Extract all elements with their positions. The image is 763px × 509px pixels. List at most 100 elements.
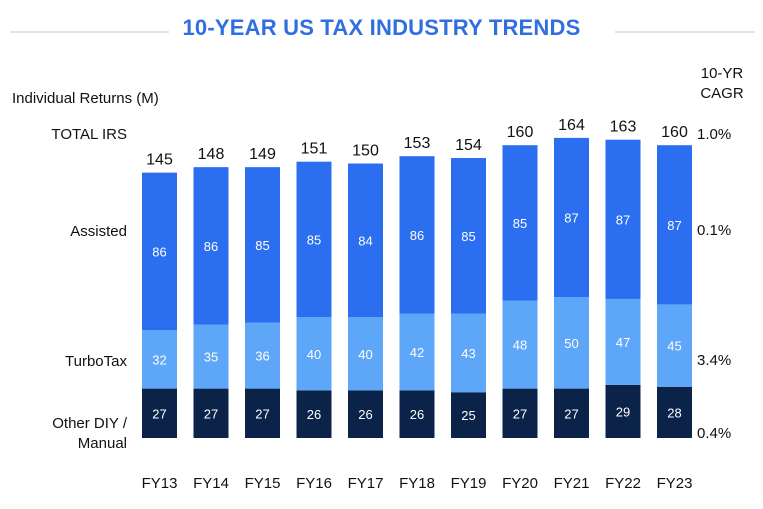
bar-assisted-fy23 <box>657 145 692 305</box>
data-label-other-fy23: 28 <box>667 405 681 420</box>
x-tick-label-fy13: FY13 <box>142 475 178 492</box>
data-label-assisted-fy20: 85 <box>513 216 527 231</box>
total-label-fy18: 153 <box>404 135 431 152</box>
bar-turbotax-fy13 <box>142 330 177 389</box>
data-label-assisted-fy15: 85 <box>255 238 269 253</box>
data-label-other-fy15: 27 <box>255 406 269 421</box>
total-label-fy15: 149 <box>249 146 276 163</box>
data-label-assisted-fy19: 85 <box>461 229 475 244</box>
bar-assisted-fy18 <box>399 156 435 314</box>
row-label-total: TOTAL IRS <box>51 126 127 143</box>
total-label-fy14: 148 <box>198 146 225 163</box>
bar-other-fy13 <box>142 388 177 438</box>
bar-turbotax-fy15 <box>245 322 280 389</box>
data-label-assisted-fy14: 86 <box>204 239 218 254</box>
bar-other-fy18 <box>399 390 435 438</box>
bar-assisted-fy21 <box>554 137 589 298</box>
bar-turbotax-fy17 <box>348 317 383 391</box>
data-label-turbotax-fy22: 47 <box>616 335 630 350</box>
data-label-assisted-fy18: 86 <box>410 228 424 243</box>
data-label-other-fy21: 27 <box>564 406 578 421</box>
data-label-other-fy19: 25 <box>461 408 475 423</box>
bar-turbotax-fy18 <box>399 313 435 391</box>
x-tick-label-fy18: FY18 <box>399 475 435 492</box>
data-label-other-fy20: 27 <box>513 406 527 421</box>
bar-turbotax-fy14 <box>193 324 229 389</box>
x-tick-label-fy19: FY19 <box>451 475 487 492</box>
x-tick-label-fy22: FY22 <box>605 475 641 492</box>
data-label-other-fy16: 26 <box>307 407 321 422</box>
bar-other-fy15 <box>245 388 280 438</box>
total-label-fy22: 163 <box>610 119 637 136</box>
cagr-turbotax: 3.4% <box>697 352 732 369</box>
cagr-header-line1: 10-YR <box>700 65 744 82</box>
bar-assisted-fy19 <box>451 158 486 314</box>
total-label-fy20: 160 <box>507 124 534 141</box>
chart-title: 10-YEAR US TAX INDUSTRY TRENDS <box>0 15 763 41</box>
bar-assisted-fy22 <box>605 139 641 299</box>
data-label-other-fy13: 27 <box>152 406 166 421</box>
data-label-assisted-fy16: 85 <box>307 232 321 247</box>
bar-other-fy17 <box>348 390 383 438</box>
x-tick-label-fy16: FY16 <box>296 475 332 492</box>
data-label-other-fy14: 27 <box>204 406 218 421</box>
data-label-turbotax-fy23: 45 <box>667 339 681 354</box>
bar-other-fy19 <box>451 392 486 438</box>
data-label-assisted-fy23: 87 <box>667 218 681 233</box>
bar-turbotax-fy22 <box>605 298 641 385</box>
x-tick-label-fy20: FY20 <box>502 475 538 492</box>
data-label-turbotax-fy17: 40 <box>358 347 372 362</box>
data-label-other-fy17: 26 <box>358 407 372 422</box>
bar-other-fy16 <box>296 390 332 438</box>
row-label-assisted: Assisted <box>70 223 127 240</box>
data-label-assisted-fy21: 87 <box>564 210 578 225</box>
data-label-turbotax-fy14: 35 <box>204 350 218 365</box>
row-label-other-line2: Manual <box>77 435 127 452</box>
title-rule-right <box>615 31 755 33</box>
bar-turbotax-fy20 <box>502 300 538 389</box>
bar-other-fy23 <box>657 386 692 438</box>
cagr-header-line2: CAGR <box>700 85 744 102</box>
bar-turbotax-fy21 <box>554 297 589 389</box>
bar-other-fy20 <box>502 388 538 438</box>
bar-assisted-fy17 <box>348 163 383 318</box>
total-label-fy19: 154 <box>455 137 482 154</box>
x-tick-label-fy21: FY21 <box>554 475 590 492</box>
x-tick-label-fy15: FY15 <box>245 475 281 492</box>
total-label-fy17: 150 <box>352 143 379 160</box>
data-label-other-fy22: 29 <box>616 404 630 419</box>
bar-assisted-fy20 <box>502 145 538 301</box>
bar-assisted-fy13 <box>142 172 177 331</box>
data-label-turbotax-fy13: 32 <box>152 352 166 367</box>
data-label-turbotax-fy20: 48 <box>513 338 527 353</box>
x-tick-label-fy14: FY14 <box>193 475 229 492</box>
bar-turbotax-fy16 <box>296 317 332 391</box>
cagr-total: 1.0% <box>697 126 732 143</box>
title-area: 10-YEAR US TAX INDUSTRY TRENDS <box>0 0 763 60</box>
bar-other-fy21 <box>554 388 589 438</box>
bar-turbotax-fy19 <box>451 313 486 393</box>
bar-assisted-fy16 <box>296 161 332 318</box>
data-label-turbotax-fy18: 42 <box>410 345 424 360</box>
row-label-other: Other DIY / Manual <box>52 414 127 454</box>
data-label-turbotax-fy19: 43 <box>461 346 475 361</box>
data-label-turbotax-fy16: 40 <box>307 347 321 362</box>
bar-other-fy14 <box>193 388 229 438</box>
x-tick-label-fy17: FY17 <box>348 475 384 492</box>
total-label-fy16: 151 <box>301 141 328 158</box>
title-rule-left <box>10 31 190 33</box>
data-label-other-fy18: 26 <box>410 407 424 422</box>
bar-other-fy22 <box>605 384 641 438</box>
y-axis-label: Individual Returns (M) <box>12 90 159 107</box>
data-label-turbotax-fy15: 36 <box>255 349 269 364</box>
cagr-assisted: 0.1% <box>697 222 732 239</box>
cagr-header: 10-YR CAGR <box>697 64 747 104</box>
data-label-turbotax-fy21: 50 <box>564 336 578 351</box>
total-label-fy13: 145 <box>146 152 173 169</box>
x-tick-label-fy23: FY23 <box>657 475 693 492</box>
bar-assisted-fy15 <box>245 167 280 323</box>
bar-assisted-fy14 <box>193 167 229 325</box>
total-label-fy21: 164 <box>558 117 585 134</box>
total-label-fy23: 160 <box>661 124 688 141</box>
bar-turbotax-fy23 <box>657 304 692 387</box>
